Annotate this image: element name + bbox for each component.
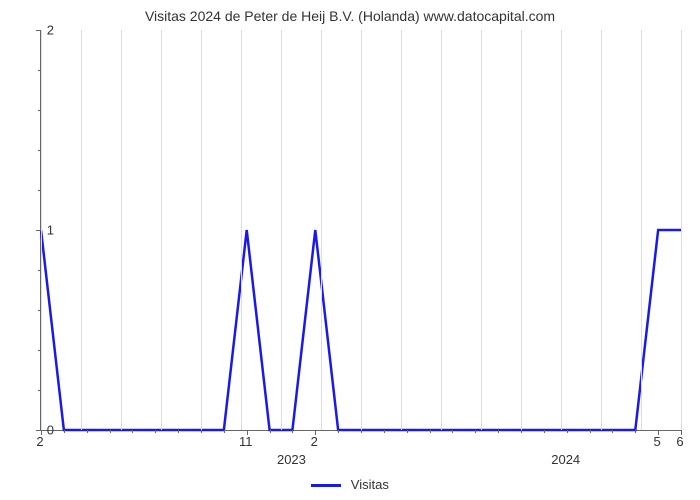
x-tick-minor [544,430,545,433]
x-tick-minor [521,430,522,433]
legend: Visitas [0,477,700,492]
y-tick-label: 2 [47,23,54,38]
gridline [361,30,362,430]
gridline [281,30,282,430]
gridline [81,30,82,430]
y-tick-label: 0 [47,423,54,438]
x-tick-minor [590,430,591,433]
x-tick-minor [64,430,65,433]
gridline [41,30,42,430]
x-tick-label: 5 [654,434,661,449]
chart-container: Visitas 2024 de Peter de Heij B.V. (Hola… [0,0,700,500]
x-tick-label: 11 [239,434,253,449]
x-tick-minor [498,430,499,433]
gridline [321,30,322,430]
x-year-label: 2023 [277,452,306,467]
x-tick-label: 6 [676,434,683,449]
x-tick-minor [384,430,385,433]
legend-label: Visitas [351,477,389,492]
x-tick-minor [178,430,179,433]
plot-area [40,30,681,431]
gridline [201,30,202,430]
x-tick-minor [110,430,111,433]
gridline [441,30,442,430]
x-tick-label: 2 [36,434,43,449]
x-tick-minor [430,430,431,433]
x-tick-minor [201,430,202,433]
x-tick-minor [292,430,293,433]
gridline [241,30,242,430]
x-tick-minor [475,430,476,433]
gridline [601,30,602,430]
x-year-label: 2024 [551,452,580,467]
y-tick-label: 1 [47,223,54,238]
x-tick-minor [635,430,636,433]
x-tick-minor [452,430,453,433]
x-tick-label: 2 [311,434,318,449]
x-tick-minor [224,430,225,433]
x-tick-minor [155,430,156,433]
x-tick-minor [407,430,408,433]
x-tick-minor [361,430,362,433]
x-tick-minor [567,430,568,433]
x-tick-minor [338,430,339,433]
gridline [121,30,122,430]
x-tick-minor [132,430,133,433]
x-tick-minor [270,430,271,433]
chart-title: Visitas 2024 de Peter de Heij B.V. (Hola… [0,0,700,24]
x-tick-minor [612,430,613,433]
gridline [401,30,402,430]
gridline [481,30,482,430]
gridline [161,30,162,430]
legend-swatch [311,484,341,487]
gridline [561,30,562,430]
gridline [681,30,682,430]
x-tick-minor [87,430,88,433]
gridline [641,30,642,430]
gridline [521,30,522,430]
